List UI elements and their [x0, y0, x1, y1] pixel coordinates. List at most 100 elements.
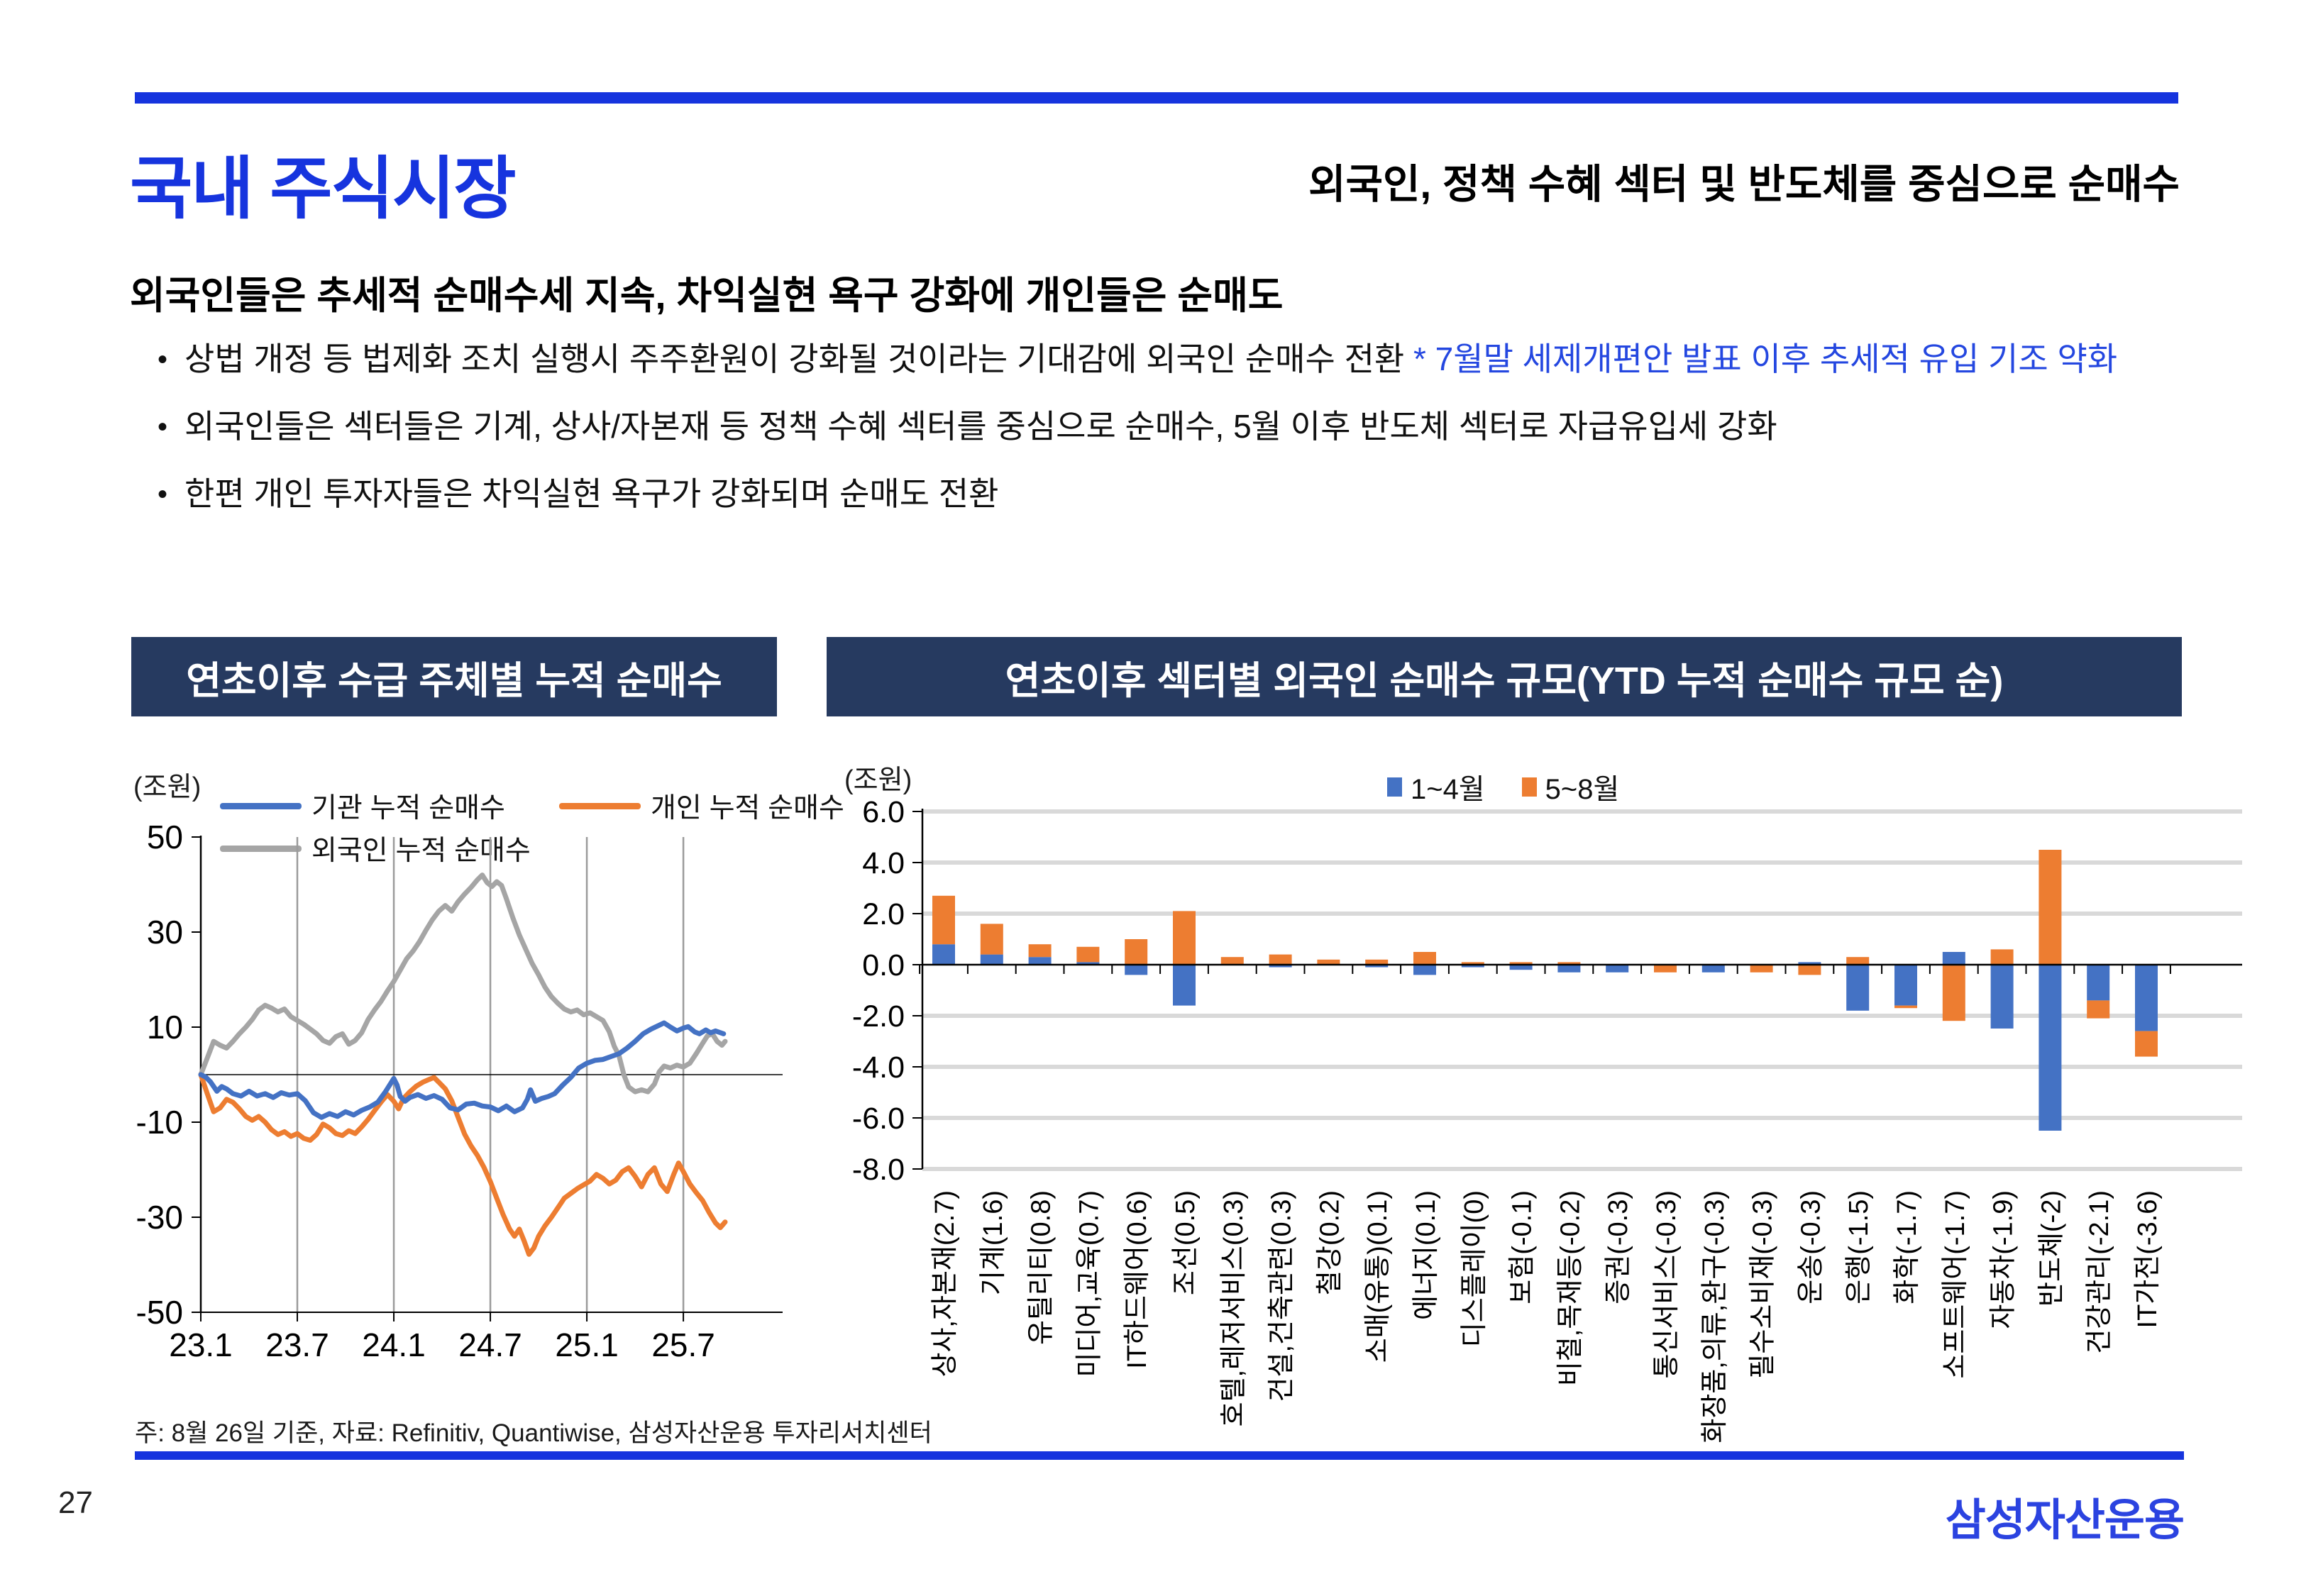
left-chart-unit-label: (조원) — [133, 772, 202, 802]
bullet-text: 상법 개정 등 법제화 조치 실행시 주주환원이 강화될 것이라는 기대감에 외… — [184, 340, 2118, 377]
legend-square-swatch — [1521, 777, 1537, 797]
bar-may-aug — [1269, 954, 1292, 965]
category-label: 화학(-1.7) — [1892, 1190, 1922, 1304]
footnote: 주: 8월 26일 기준, 자료: Refinitiv, Quantiwise,… — [135, 1419, 932, 1447]
bar-jan-apr — [1606, 965, 1629, 972]
bar-may-aug — [2039, 850, 2062, 965]
category-label: 호텔,레저서비스(0.3) — [1219, 1190, 1249, 1426]
category-label: 소매(유통)(0.1) — [1363, 1190, 1393, 1363]
bullet-item: • 외국인들은 섹터들은 기계, 상사/자본재 등 정책 수혜 섹터를 중심으로 … — [158, 406, 2251, 448]
x-tick-label: 25.7 — [651, 1326, 715, 1363]
bullet-text: 한편 개인 투자자들은 차익실현 욕구가 강화되며 순매도 전환 — [184, 475, 999, 512]
bullet-marker: • — [158, 479, 168, 510]
bar-may-aug — [2087, 1000, 2110, 1019]
bar-chart: 6.0 4.0 2.0 0.0 -2.0 -4.0 -6.0 -8.0 상사,자본재(2.7) 기… — [852, 795, 2242, 1443]
bar-jan-apr — [1942, 952, 1965, 965]
bullet-text: 외국인들은 섹터들은 기계, 상사/자본재 등 정책 수혜 섹터를 중심으로 순… — [184, 408, 1777, 445]
bullet-item: • 상법 개정 등 법제화 조치 실행시 주주환원이 강화될 것이라는 기대감에 … — [158, 339, 2251, 380]
category-label: 상사,자본재(2.7) — [930, 1190, 960, 1378]
legend-label: 개인 누적 순매수 — [651, 793, 844, 824]
y-tick-label: -50 — [136, 1294, 183, 1331]
bar-jan-apr — [1076, 962, 1100, 965]
bar-jan-apr — [2135, 965, 2158, 1031]
legend-label: 외국인 누적 순매수 — [311, 836, 531, 866]
x-tick-label: 23.1 — [169, 1326, 233, 1363]
bar-may-aug — [1317, 959, 1340, 965]
category-label: IT가전(-3.6) — [2133, 1190, 2163, 1328]
y-tick-label: 0.0 — [862, 948, 905, 982]
bullet-item: • 한편 개인 투자자들은 차익실현 욕구가 강화되며 순매도 전환 — [158, 474, 2251, 515]
bar-jan-apr — [1269, 965, 1292, 968]
bar-jan-apr — [2039, 965, 2062, 1131]
page-title: 국내 주식시장 — [130, 151, 517, 227]
bar-jan-apr — [1461, 965, 1484, 968]
bar-jan-apr — [980, 954, 1003, 965]
series-line — [198, 872, 728, 1095]
bar-may-aug — [1125, 939, 1148, 965]
legend-square-swatch — [1387, 777, 1402, 797]
bar-may-aug — [980, 924, 1003, 955]
bar-may-aug — [1894, 1005, 1917, 1009]
y-tick-label: -30 — [136, 1199, 183, 1236]
footer-rule — [135, 1451, 2184, 1460]
legend-line-swatch — [220, 845, 302, 852]
bar-may-aug — [1461, 962, 1484, 965]
category-label: 철강(0.2) — [1315, 1190, 1345, 1295]
y-tick-label: -6.0 — [852, 1102, 905, 1136]
left-chart-title: 연초이후 수급 주체별 누적 순매수 — [131, 637, 777, 716]
bar-jan-apr — [1173, 965, 1196, 1006]
y-tick-label: -2.0 — [852, 999, 905, 1033]
bar-may-aug — [1750, 965, 1773, 972]
bar-may-aug — [1990, 949, 2014, 965]
category-label: 에너지(0.1) — [1411, 1190, 1441, 1320]
category-label: 미디어,교육(0.7) — [1074, 1190, 1104, 1378]
category-label: 조선(0.5) — [1171, 1190, 1201, 1295]
legend-item: 1~4월 — [1387, 766, 1485, 807]
bullet-marker: • — [158, 411, 168, 443]
y-tick-label: 10 — [147, 1009, 183, 1046]
category-label: 증권(-0.3) — [1604, 1190, 1633, 1304]
bar-jan-apr — [1509, 965, 1533, 970]
category-label: IT하드웨어(0.6) — [1122, 1190, 1152, 1369]
bar-may-aug — [1654, 965, 1677, 972]
category-label: 유틸리티(0.8) — [1027, 1190, 1057, 1345]
legend-item: 5~8월 — [1521, 766, 1620, 807]
page-number: 27 — [58, 1485, 93, 1520]
bar-may-aug — [1413, 952, 1436, 965]
bar-jan-apr — [2087, 965, 2110, 1001]
legend-line-swatch — [559, 802, 641, 809]
x-tick-label: 24.7 — [458, 1326, 522, 1363]
bar-may-aug — [1076, 946, 1100, 963]
y-tick-label: -4.0 — [852, 1051, 905, 1085]
bar-jan-apr — [1028, 957, 1052, 965]
bar-jan-apr — [1701, 965, 1725, 972]
y-tick-label: 2.0 — [862, 897, 905, 931]
category-label: 건강관리(-2.1) — [2085, 1190, 2114, 1354]
x-tick-label: 25.1 — [555, 1326, 619, 1363]
y-tick-label: -10 — [136, 1104, 183, 1141]
bar-jan-apr — [932, 944, 955, 965]
bar-jan-apr — [1365, 965, 1389, 968]
bar-may-aug — [1557, 962, 1581, 965]
legend-item: 개인 누적 순매수 — [559, 786, 844, 826]
top-rule — [135, 92, 2178, 104]
bar-may-aug — [1220, 957, 1244, 965]
y-tick-label: 4.0 — [862, 846, 905, 880]
category-label: 비철,목재등(-0.2) — [1555, 1190, 1585, 1386]
subtitle: 외국인들은 추세적 순매수세 지속, 차익실현 욕구 강화에 개인들은 순매도 — [130, 275, 1284, 317]
legend-label: 기관 누적 순매수 — [311, 793, 505, 824]
category-label: 기계(1.6) — [978, 1190, 1008, 1295]
bar-may-aug — [2135, 1031, 2158, 1057]
bar-jan-apr — [1557, 965, 1581, 972]
bar-jan-apr — [1798, 962, 1821, 965]
right-chart-title: 연초이후 섹터별 외국인 순매수 규모(YTD 누적 순매수 규모 순) — [827, 637, 2182, 716]
category-label: 디스플레이(0) — [1460, 1190, 1489, 1347]
line-chart: 23.1 23.7 24.1 24.7 25.1 25.7 50 30 10 -10 -30 -50 — [136, 819, 783, 1363]
y-tick-label: 50 — [147, 819, 183, 855]
right-chart-unit-label: (조원) — [844, 765, 912, 795]
bullet-marker: • — [158, 344, 168, 375]
bar-may-aug — [1509, 962, 1533, 965]
bar-jan-apr — [1125, 965, 1148, 975]
legend-label: 5~8월 — [1545, 774, 1620, 805]
category-label: 자동차(-1.9) — [1989, 1190, 2019, 1329]
